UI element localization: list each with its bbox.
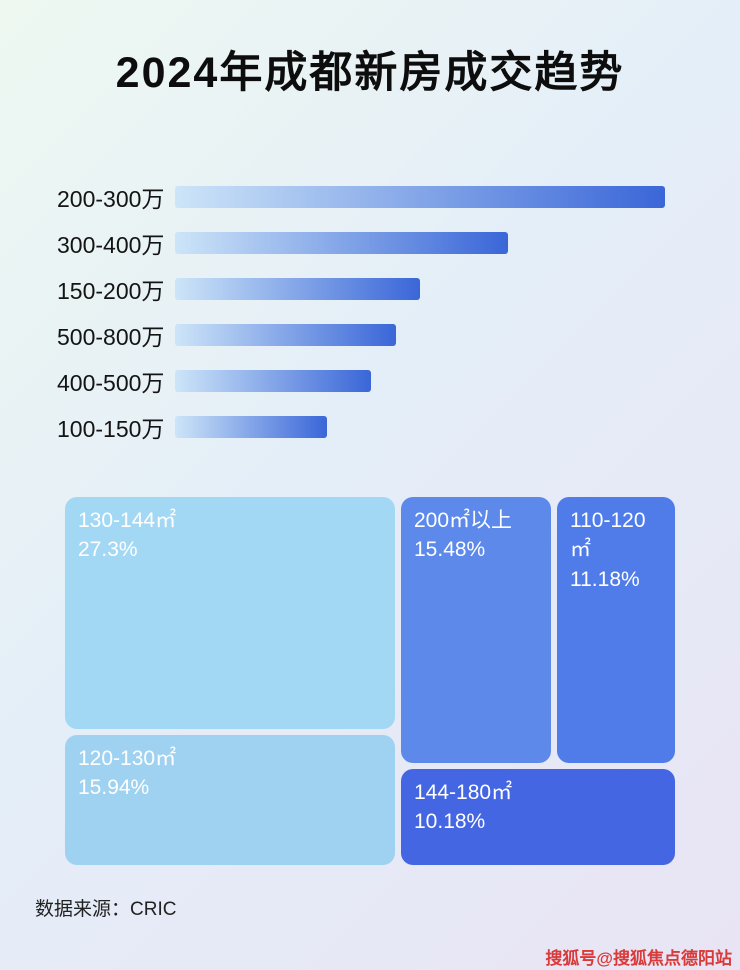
bar-row: 100-150万	[57, 416, 697, 442]
bar	[175, 416, 327, 438]
bar-track	[175, 324, 665, 346]
bar-row: 500-800万	[57, 324, 697, 350]
treemap-value: 11.18%	[570, 567, 640, 591]
bar-row: 150-200万	[57, 278, 697, 304]
treemap-value: 15.48%	[414, 538, 486, 562]
treemap-value: 15.94%	[78, 776, 150, 800]
bar-label: 400-500万	[57, 370, 165, 396]
treemap-block: 144-180㎡ 10.18%	[401, 769, 675, 865]
treemap-label: 200㎡以上	[414, 509, 513, 532]
treemap-value: 10.18%	[414, 810, 486, 834]
bar-track	[175, 370, 665, 392]
bar-track	[175, 416, 665, 438]
treemap-label: 110-120㎡	[570, 509, 646, 562]
bar-track	[175, 186, 665, 208]
area-range-treemap: 130-144㎡ 27.3% 120-130㎡ 15.94% 200㎡以上 15…	[65, 497, 675, 865]
bar-label: 150-200万	[57, 278, 165, 304]
bar-label: 100-150万	[57, 416, 165, 442]
treemap-label: 144-180㎡	[414, 781, 513, 804]
bar	[175, 186, 665, 208]
bar	[175, 370, 371, 392]
treemap-block: 120-130㎡ 15.94%	[65, 735, 395, 865]
bar-track	[175, 278, 665, 300]
bar	[175, 278, 420, 300]
bar	[175, 232, 509, 254]
bar-label: 200-300万	[57, 186, 165, 212]
treemap-block: 130-144㎡ 27.3%	[65, 497, 395, 729]
treemap-block: 200㎡以上 15.48%	[401, 497, 551, 763]
price-range-bar-chart: 200-300万 300-400万 150-200万 500-800万 400-…	[57, 186, 697, 462]
bar-track	[175, 232, 665, 254]
bar-row: 200-300万	[57, 186, 697, 212]
treemap-value: 27.3%	[78, 538, 138, 562]
bar-label: 500-800万	[57, 324, 165, 350]
data-source-label: 数据来源：CRIC	[35, 899, 177, 920]
treemap-label: 130-144㎡	[78, 509, 177, 532]
watermark: 搜狐号@搜狐焦点德阳站	[545, 949, 732, 968]
bar-label: 300-400万	[57, 232, 165, 258]
bar	[175, 324, 396, 346]
bar-row: 300-400万	[57, 232, 697, 258]
page-title: 2024年成都新房成交趋势	[115, 49, 625, 97]
bar-row: 400-500万	[57, 370, 697, 396]
treemap-block: 110-120㎡ 11.18%	[557, 497, 675, 763]
treemap-label: 120-130㎡	[78, 747, 177, 770]
